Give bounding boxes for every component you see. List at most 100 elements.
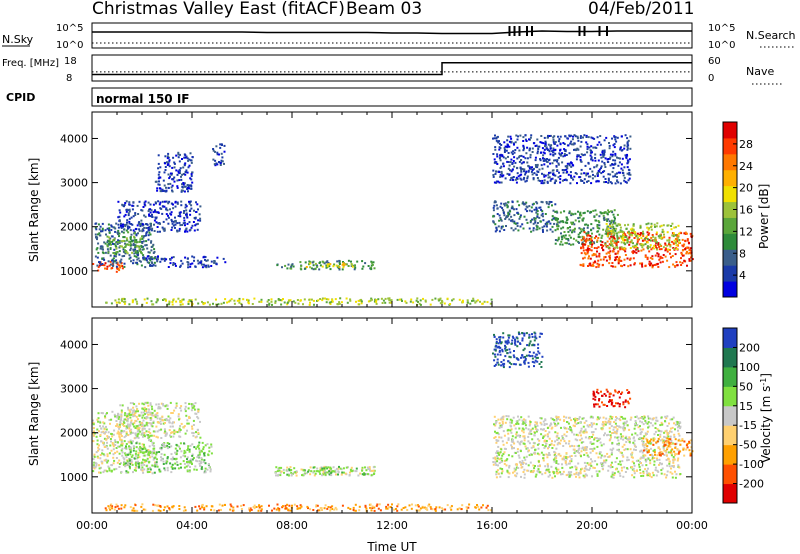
heatmap-cell [669, 244, 672, 246]
heatmap-cell [580, 427, 583, 430]
heatmap-cell [316, 299, 318, 302]
cpid-panel-frame [91, 87, 693, 107]
heatmap-cell [186, 261, 189, 263]
heatmap-cell [664, 243, 667, 246]
heatmap-cell [196, 259, 199, 262]
heatmap-cell [616, 176, 618, 178]
heatmap-cell [187, 407, 190, 410]
heatmap-cell [319, 472, 322, 475]
heatmap-cell [146, 247, 149, 250]
heatmap-cell [143, 451, 146, 454]
heatmap-cell [688, 259, 691, 262]
heatmap-cell [591, 232, 593, 235]
heatmap-cell [105, 458, 108, 461]
heatmap-cell [574, 438, 577, 441]
heatmap-cell [128, 459, 131, 462]
heatmap-cell [681, 261, 684, 264]
heatmap-cell [496, 450, 499, 453]
heatmap-cell [634, 233, 637, 236]
heatmap-cell [135, 239, 138, 241]
heatmap-cell [271, 509, 273, 512]
heatmap-cell [598, 168, 601, 171]
heatmap-cell [128, 217, 131, 220]
heatmap-cell [135, 415, 138, 418]
heatmap-cell [141, 448, 144, 451]
heatmap-cell [431, 298, 434, 301]
heatmap-cell [97, 446, 100, 449]
heatmap-cell [166, 155, 169, 158]
heatmap-cell [192, 221, 195, 223]
heatmap-cell [129, 421, 132, 424]
heatmap-cell [354, 470, 357, 473]
heatmap-cell [135, 442, 138, 445]
heatmap-cell [169, 175, 171, 178]
heatmap-cell [220, 159, 223, 162]
heatmap-cell [529, 219, 532, 222]
heatmap-cell [427, 504, 430, 507]
heatmap-cell [176, 431, 179, 434]
heatmap-cell [183, 216, 186, 219]
heatmap-cell [186, 184, 189, 186]
heatmap-cell [186, 469, 189, 472]
heatmap-cell [281, 506, 284, 509]
heatmap-cell [384, 297, 387, 300]
heatmap-cell [109, 242, 112, 245]
heatmap-cell [581, 218, 584, 221]
heatmap-cell [594, 260, 596, 263]
heatmap-cell [92, 432, 95, 435]
heatmap-cell [174, 223, 177, 226]
heatmap-cell [168, 160, 171, 163]
heatmap-cell [296, 507, 299, 510]
heatmap-cell [195, 211, 198, 213]
heatmap-cell [395, 508, 397, 510]
heatmap-cell [143, 203, 146, 206]
heatmap-cell [141, 230, 144, 233]
heatmap-cell [198, 462, 201, 465]
heatmap-cell [389, 506, 392, 508]
heatmap-cell [644, 243, 647, 246]
heatmap-cell [125, 470, 128, 473]
heatmap-cell [166, 447, 169, 450]
heatmap-cell [512, 471, 514, 474]
heatmap-cell [215, 145, 218, 148]
heatmap-cell [648, 238, 651, 241]
heatmap-cell [555, 165, 558, 168]
heatmap-cell [601, 246, 604, 249]
power-x-axis [91, 112, 693, 307]
heatmap-cell [93, 465, 96, 468]
heatmap-cell [198, 455, 201, 458]
heatmap-cell [578, 216, 581, 219]
heatmap-cell [148, 208, 150, 211]
heatmap-cell [166, 404, 169, 407]
heatmap-cell [606, 240, 609, 243]
heatmap-cell [540, 200, 543, 203]
heatmap-cell [95, 235, 98, 238]
heatmap-cell [224, 298, 227, 301]
heatmap-cell [182, 183, 185, 186]
heatmap-cell [556, 160, 558, 163]
heatmap-cell [351, 264, 354, 267]
heatmap-cell [651, 234, 654, 236]
heatmap-cell [176, 463, 179, 466]
heatmap-cell [649, 246, 652, 249]
heatmap-cell [507, 201, 510, 204]
heatmap-cell [113, 459, 116, 462]
heatmap-cell [149, 256, 152, 259]
heatmap-cell [493, 437, 496, 439]
heatmap-cell [151, 264, 154, 267]
heatmap-cell [419, 303, 422, 306]
heatmap-cell [501, 416, 504, 419]
heatmap-cell [585, 141, 588, 144]
heatmap-cell [130, 408, 133, 411]
heatmap-cell [587, 257, 590, 260]
heatmap-cell [106, 248, 109, 251]
heatmap-cell [552, 154, 555, 157]
heatmap-cell [614, 138, 617, 141]
heatmap-cell [345, 297, 348, 300]
heatmap-cell [508, 466, 511, 469]
heatmap-cell [583, 453, 586, 456]
heatmap-cell [632, 257, 635, 260]
heatmap-cell [525, 218, 528, 221]
heatmap-cell [627, 179, 630, 182]
heatmap-cell [179, 456, 182, 459]
